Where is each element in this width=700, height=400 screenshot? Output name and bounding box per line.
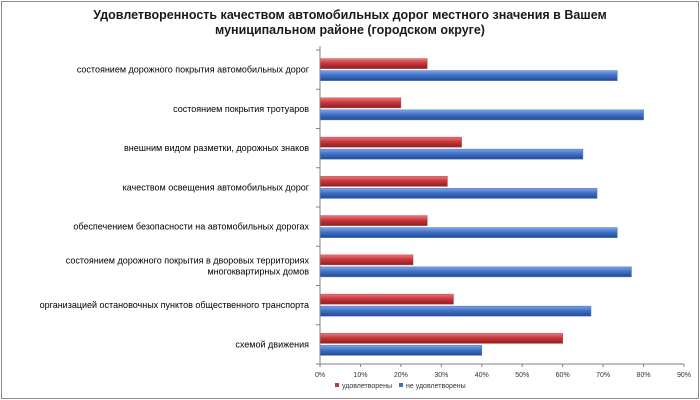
x-tick-label: 40% bbox=[475, 372, 489, 379]
x-tick-label: 90% bbox=[677, 372, 691, 379]
x-tick-label: 0% bbox=[315, 372, 325, 379]
bar-not-satisfied bbox=[319, 305, 592, 317]
x-tick-label: 30% bbox=[434, 372, 448, 379]
category-label: внешним видом разметки, дорожных знаков bbox=[124, 143, 309, 153]
bar-not-satisfied bbox=[319, 345, 483, 356]
bar-not-satisfied bbox=[319, 109, 644, 121]
legend-label: удовлетворены bbox=[342, 383, 392, 390]
legend: удовлетворены не удовлетворены bbox=[335, 383, 466, 390]
bar-satisfied bbox=[319, 254, 414, 266]
x-tick-label: 20% bbox=[394, 372, 408, 379]
category-label: многоквартирных домов bbox=[207, 266, 309, 276]
legend-swatch bbox=[399, 383, 403, 387]
bars bbox=[319, 58, 644, 356]
bar-satisfied bbox=[319, 97, 402, 109]
category-labels: состоянием дорожного покрытия автомобиль… bbox=[40, 65, 310, 350]
bar-not-satisfied bbox=[319, 70, 618, 81]
x-tick-label: 50% bbox=[515, 372, 529, 379]
category-label: состоянием дорожного покрытия автомобиль… bbox=[77, 65, 310, 75]
bar-not-satisfied bbox=[319, 148, 584, 160]
bar-satisfied bbox=[319, 215, 428, 226]
bar-satisfied bbox=[319, 333, 563, 344]
legend-swatch bbox=[335, 383, 339, 387]
axes: 0% 10% 20% 30% 40% 50% 60% 70% 80% 90% bbox=[315, 46, 691, 379]
bar-satisfied bbox=[319, 176, 448, 187]
chart-title: Удовлетворенность качеством автомобильны… bbox=[93, 8, 607, 37]
bar-satisfied bbox=[319, 293, 454, 305]
bar-satisfied bbox=[319, 58, 428, 69]
x-tick-label: 70% bbox=[596, 372, 610, 379]
chart-title-line: муниципальном районе (городском округе) bbox=[215, 23, 485, 37]
bar-satisfied bbox=[319, 136, 462, 148]
chart-title-line: Удовлетворенность качеством автомобильны… bbox=[93, 8, 607, 22]
category-label: качеством освещения автомобильных дорог bbox=[123, 182, 310, 192]
bar-not-satisfied bbox=[319, 188, 598, 199]
x-tick-label: 10% bbox=[353, 372, 367, 379]
bar-not-satisfied bbox=[319, 266, 632, 278]
category-label: схемой движения bbox=[235, 339, 309, 349]
x-tick-label: 60% bbox=[556, 372, 570, 379]
category-label: состоянием дорожного покрытия в дворовых… bbox=[66, 255, 310, 265]
category-label: организацией остановочных пунктов общест… bbox=[40, 300, 309, 310]
category-label: состоянием покрытия тротуаров bbox=[173, 104, 309, 114]
category-label: обеспечением безопасности на автомобильн… bbox=[73, 222, 309, 232]
x-tick-label: 80% bbox=[637, 372, 651, 379]
legend-label: не удовлетворены bbox=[406, 383, 466, 390]
bar-not-satisfied bbox=[319, 227, 618, 238]
